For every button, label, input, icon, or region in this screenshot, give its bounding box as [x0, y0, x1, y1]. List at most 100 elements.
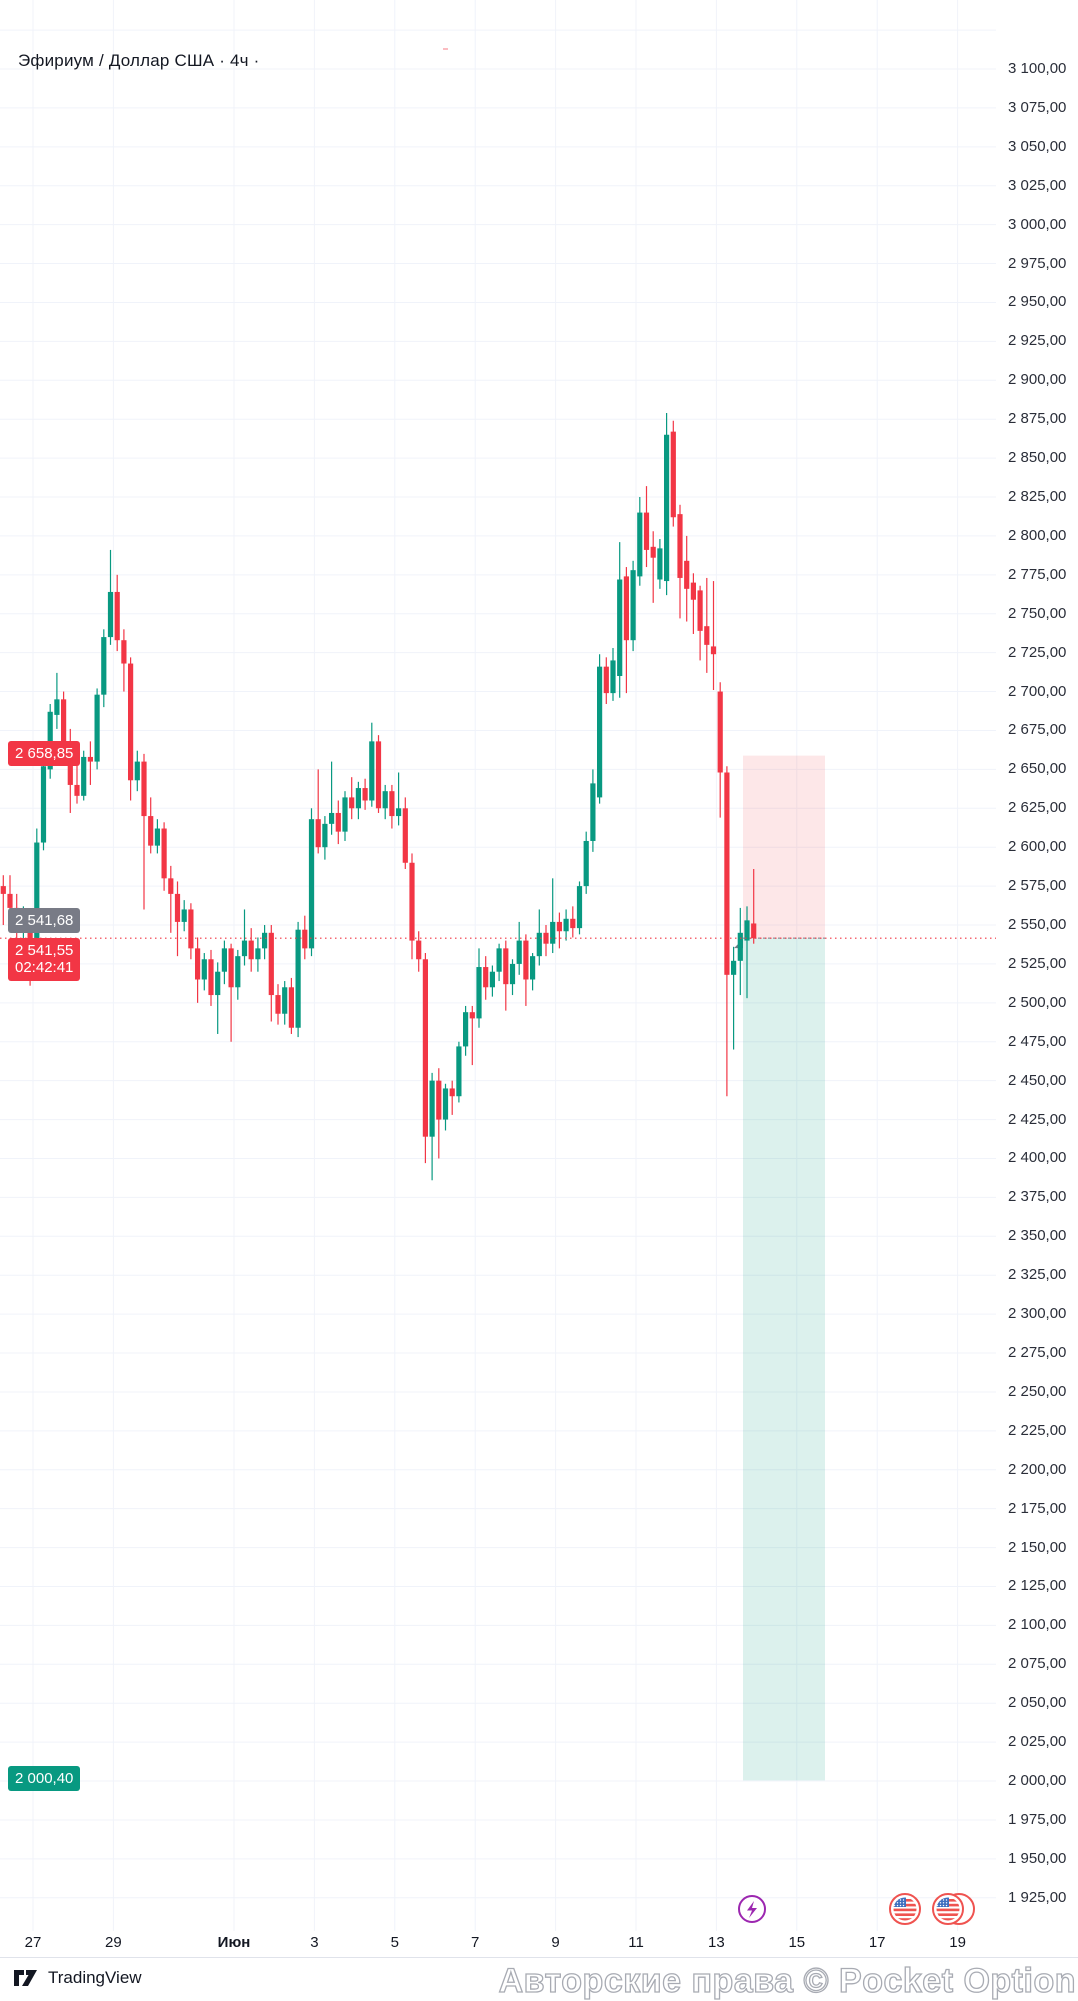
candle-up	[489, 971, 495, 988]
candle-down	[422, 959, 428, 1137]
candle-down	[416, 940, 422, 960]
price-axis-label: 2 625,00	[1008, 799, 1067, 817]
candle-up	[221, 948, 227, 972]
candle-up	[134, 761, 140, 781]
price-axis-label: 3 100,00	[1008, 60, 1067, 77]
candle-down	[623, 576, 629, 641]
candle-down	[436, 1080, 442, 1120]
time-axis-separator	[0, 1957, 1078, 1958]
us-flag-icon	[893, 1897, 917, 1921]
last-price-value: 2 541,55	[15, 942, 74, 959]
candle-down	[643, 512, 650, 550]
copyright-watermark: Авторские права © Pocket Option	[498, 1961, 1076, 2000]
economic-event-icon-stacked[interactable]	[932, 1893, 975, 1925]
candle-down	[650, 546, 656, 558]
candle-down	[288, 987, 294, 1028]
candle-up	[262, 932, 268, 949]
price-axis-label: 2 550,00	[1008, 916, 1067, 934]
price-axis-label: 2 275,00	[1008, 1344, 1067, 1362]
price-axis-label: 3 075,00	[1008, 98, 1067, 116]
candle-down	[690, 582, 696, 600]
candle-up	[54, 699, 60, 715]
candle-down	[141, 761, 147, 817]
candle-up	[369, 741, 375, 801]
candle-down	[402, 808, 408, 863]
time-axis-label: 11	[628, 1934, 644, 1951]
price-axis-label: 2 700,00	[1008, 682, 1067, 700]
candle-up	[235, 956, 241, 988]
candle-down	[61, 699, 67, 742]
lightning-event-icon[interactable]	[738, 1895, 766, 1923]
candle-up	[509, 963, 516, 985]
tradingview-attribution[interactable]: TradingView	[14, 1968, 142, 1988]
candle-up	[40, 766, 47, 843]
event-icons	[738, 1893, 975, 1925]
price-axis-label: 2 675,00	[1008, 721, 1067, 739]
candle-up	[201, 959, 207, 980]
price-axis-label: 2 800,00	[1008, 526, 1067, 544]
candle-down	[248, 940, 254, 960]
candle-down	[751, 923, 757, 939]
price-axis-label: 2 125,00	[1008, 1577, 1067, 1595]
candle-down	[74, 784, 80, 796]
stop-price-label[interactable]: 2 658,85	[8, 741, 81, 767]
candle-down	[302, 929, 308, 949]
target-price-label[interactable]: 2 000,40	[8, 1766, 81, 1792]
candle-down	[724, 772, 730, 975]
candle-down	[717, 691, 723, 773]
price-axis-label: 2 150,00	[1008, 1538, 1067, 1556]
candle-up	[442, 1088, 449, 1120]
candle-down	[684, 560, 690, 589]
candle-down	[148, 816, 154, 846]
candle-up	[382, 791, 388, 809]
time-axis-label: 19	[949, 1934, 966, 1951]
candle-up	[657, 548, 663, 580]
candle-down	[228, 948, 234, 988]
candle-up	[47, 711, 53, 770]
price-axis-label: 2 200,00	[1008, 1460, 1067, 1478]
candle-down	[168, 878, 174, 894]
position-profit-zone[interactable]	[743, 938, 825, 1781]
candle-up	[530, 956, 536, 980]
candle-down	[710, 646, 717, 655]
price-axis-label: 2 825,00	[1008, 488, 1067, 505]
candle-up	[322, 823, 328, 848]
candle-down	[7, 893, 13, 908]
price-axis-label: 2 750,00	[1008, 604, 1067, 622]
candle-down	[87, 756, 93, 762]
position-stop-zone[interactable]	[743, 755, 825, 939]
candle-up	[308, 819, 315, 949]
candle-up	[355, 788, 361, 809]
economic-event-icon[interactable]	[889, 1893, 921, 1925]
tradingview-label: TradingView	[48, 1968, 142, 1987]
price-axis-label: 2 300,00	[1008, 1305, 1067, 1323]
candle-down	[335, 812, 341, 832]
candle-up	[563, 918, 569, 932]
price-axis-label: 2 475,00	[1008, 1032, 1067, 1050]
candle-up	[637, 512, 643, 577]
price-axis-label: 2 025,00	[1008, 1733, 1067, 1751]
candle-up	[737, 932, 743, 961]
artifact-mark	[443, 48, 448, 50]
price-axis-label: 2 325,00	[1008, 1266, 1067, 1284]
price-axis[interactable]: 3 100,00 3 075,00 3 050,00 3 025,00 3 000,00…	[996, 0, 1078, 1957]
price-axis-label: 2 650,00	[1008, 760, 1067, 778]
symbol-title[interactable]: Эфириум / Доллар США · 4ч ·	[18, 51, 260, 70]
candle-down	[208, 959, 214, 996]
time-axis-label: 13	[708, 1934, 725, 1951]
price-axis-label: 2 775,00	[1008, 565, 1067, 583]
price-axis-label: 2 900,00	[1008, 371, 1067, 389]
candle-down	[174, 893, 181, 922]
candle-down	[161, 828, 167, 879]
price-axis-label: 2 600,00	[1008, 838, 1067, 856]
price-axis-label: 3 025,00	[1008, 176, 1067, 194]
time-axis-label: 7	[471, 1934, 480, 1951]
candle-down	[362, 788, 368, 801]
candle-up	[101, 637, 107, 695]
time-axis[interactable]: 27 29 Июн 3 5 7 9 11 13 15 17 19	[0, 1931, 1078, 1957]
candle-up	[107, 591, 114, 638]
candle-up	[396, 808, 402, 817]
candle-down	[469, 1012, 475, 1019]
